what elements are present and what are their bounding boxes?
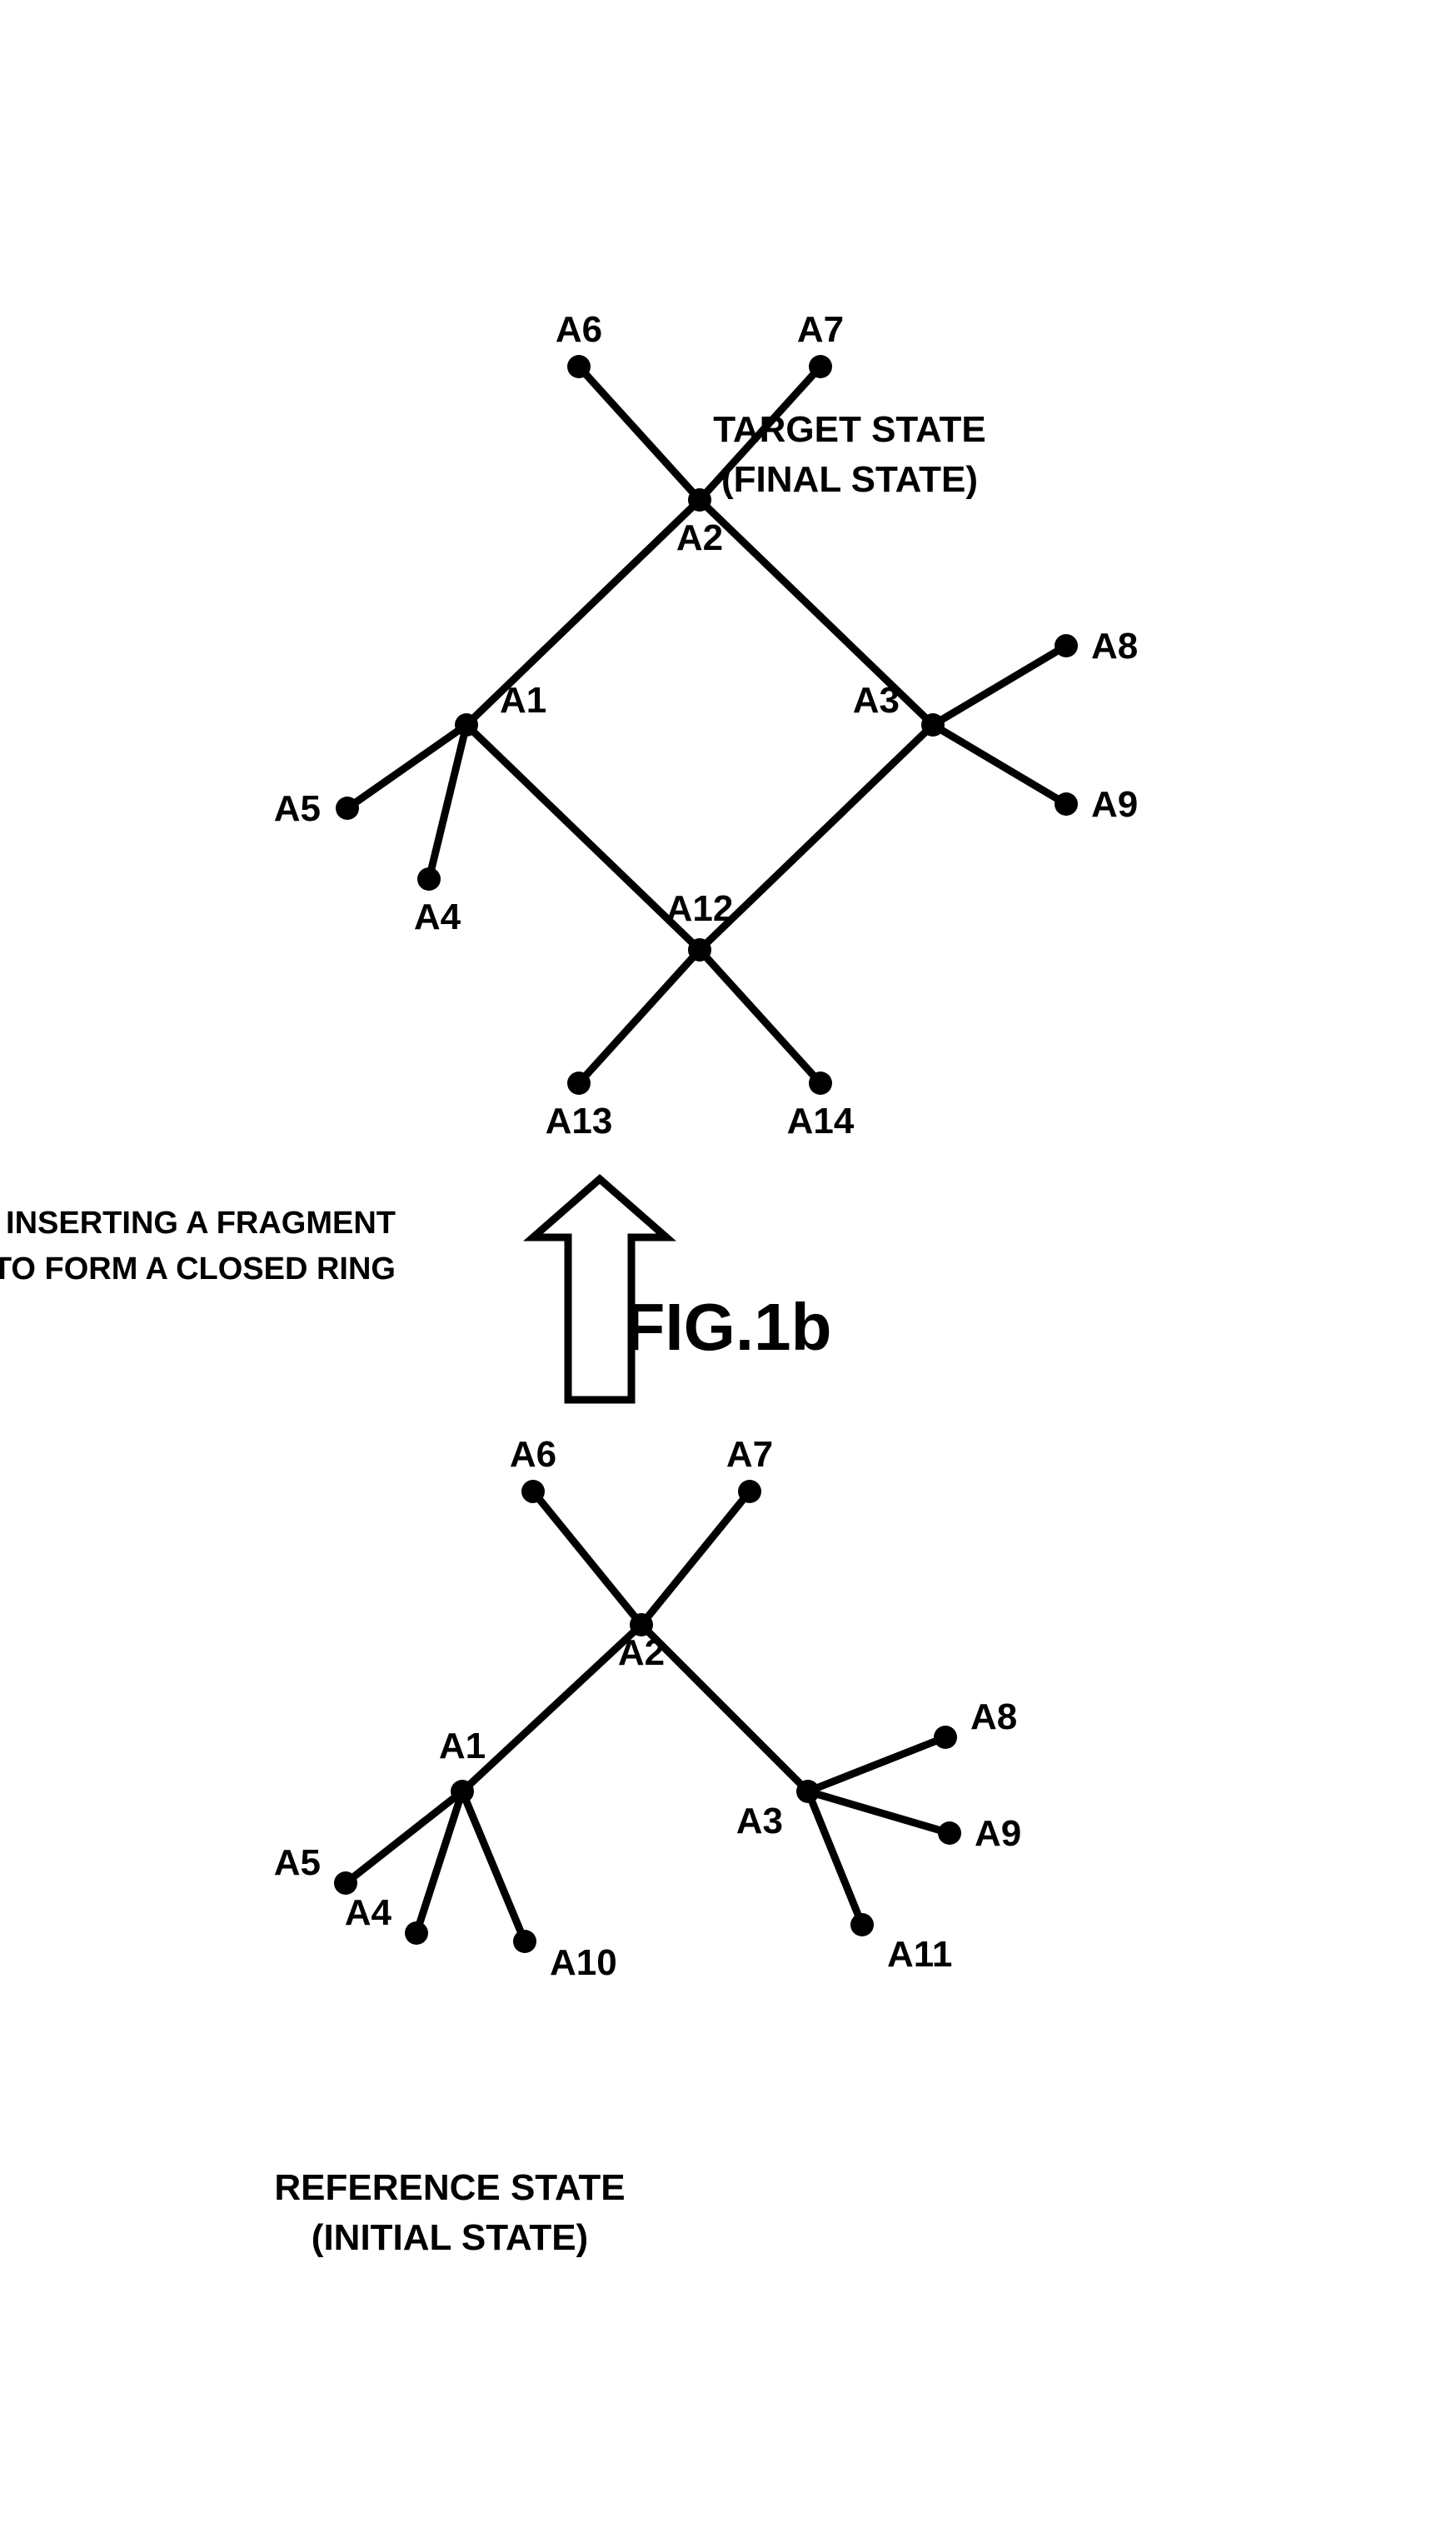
target-label-A14: A14 [787, 1101, 855, 1142]
reference-node-A9 [938, 1821, 961, 1845]
reference-node-A8 [934, 1726, 957, 1749]
reference-node-A10 [513, 1930, 536, 1953]
reference-label-A5: A5 [274, 1842, 321, 1883]
reference-node-A1 [451, 1780, 474, 1803]
reference-caption-line2: (INITIAL STATE) [312, 2217, 588, 2258]
reference-edge-A2-A3 [641, 1625, 808, 1791]
reference-edge-A3-A11 [808, 1791, 862, 1925]
figure-label: FIG.1b [625, 1290, 832, 1364]
reference-label-A8: A8 [970, 1696, 1017, 1737]
arrow-label-line1: INSERTING A FRAGMENT [6, 1206, 396, 1241]
target-node-A13 [567, 1072, 591, 1095]
reference-node-A7 [738, 1480, 761, 1503]
target-caption-line2: (FINAL STATE) [721, 459, 978, 500]
reference-caption-line1: REFERENCE STATE [274, 2167, 625, 2208]
reference-node-A11 [850, 1913, 874, 1936]
reference-edge-A3-A9 [808, 1791, 950, 1833]
reference-edge-A1-A2 [462, 1625, 641, 1791]
reference-label-A1: A1 [439, 1726, 486, 1766]
target-label-A8: A8 [1091, 626, 1138, 667]
target-label-A9: A9 [1091, 784, 1138, 825]
target-label-A7: A7 [797, 309, 844, 350]
target-node-A7 [809, 355, 832, 378]
target-node-A5 [336, 797, 359, 820]
target-node-A6 [567, 355, 591, 378]
reference-edge-A2-A7 [641, 1491, 750, 1625]
reference-label-A11: A11 [887, 1934, 952, 1975]
target-edge-A12-A1 [466, 725, 700, 950]
target-node-A14 [809, 1072, 832, 1095]
arrow-label-line2: TO FORM A CLOSED RING [0, 1252, 396, 1286]
reference-node-A4 [405, 1921, 428, 1945]
target-edge-A3-A8 [933, 646, 1066, 725]
target-label-A3: A3 [853, 680, 900, 721]
target-label-A6: A6 [556, 309, 602, 350]
target-node-A3 [921, 713, 945, 737]
reference-edge-A3-A8 [808, 1737, 945, 1791]
reference-label-A6: A6 [510, 1434, 556, 1475]
target-edge-A12-A14 [700, 950, 820, 1083]
target-node-A8 [1055, 634, 1078, 657]
target-caption-line1: TARGET STATE [713, 409, 986, 450]
reference-edge-A2-A6 [533, 1491, 641, 1625]
target-label-A2: A2 [676, 517, 723, 558]
target-node-A12 [688, 938, 711, 962]
target-edge-A3-A12 [700, 725, 933, 950]
target-node-A2 [688, 488, 711, 512]
target-label-A13: A13 [546, 1101, 613, 1142]
target-edge-A2-A6 [579, 367, 700, 500]
target-graph: A1 A2 A3 A12 A4 A5 A6 A7 A8 A9 A13 A14 [274, 309, 1139, 1142]
reference-label-A7: A7 [726, 1434, 773, 1475]
target-label-A1: A1 [500, 680, 546, 721]
target-node-A1 [455, 713, 478, 737]
reference-label-A9: A9 [975, 1813, 1021, 1854]
reference-label-A10: A10 [550, 1942, 617, 1983]
target-node-A4 [417, 867, 441, 891]
reference-node-A3 [796, 1780, 820, 1803]
reference-node-A5 [334, 1871, 357, 1895]
reference-node-A6 [521, 1480, 545, 1503]
reference-label-A2: A2 [618, 1632, 665, 1673]
reference-edge-A1-A10 [462, 1791, 525, 1941]
target-node-A9 [1055, 792, 1078, 816]
target-label-A12: A12 [666, 888, 734, 929]
reference-label-A4: A4 [345, 1892, 392, 1933]
reference-label-A3: A3 [736, 1801, 783, 1841]
target-edge-A3-A9 [933, 725, 1066, 804]
target-label-A4: A4 [414, 897, 461, 937]
target-edge-A12-A13 [579, 950, 700, 1083]
reference-graph: A1 A2 A3 A4 A5 A6 A7 A8 A9 A10 A11 [274, 1434, 1022, 1983]
target-label-A5: A5 [274, 788, 321, 829]
